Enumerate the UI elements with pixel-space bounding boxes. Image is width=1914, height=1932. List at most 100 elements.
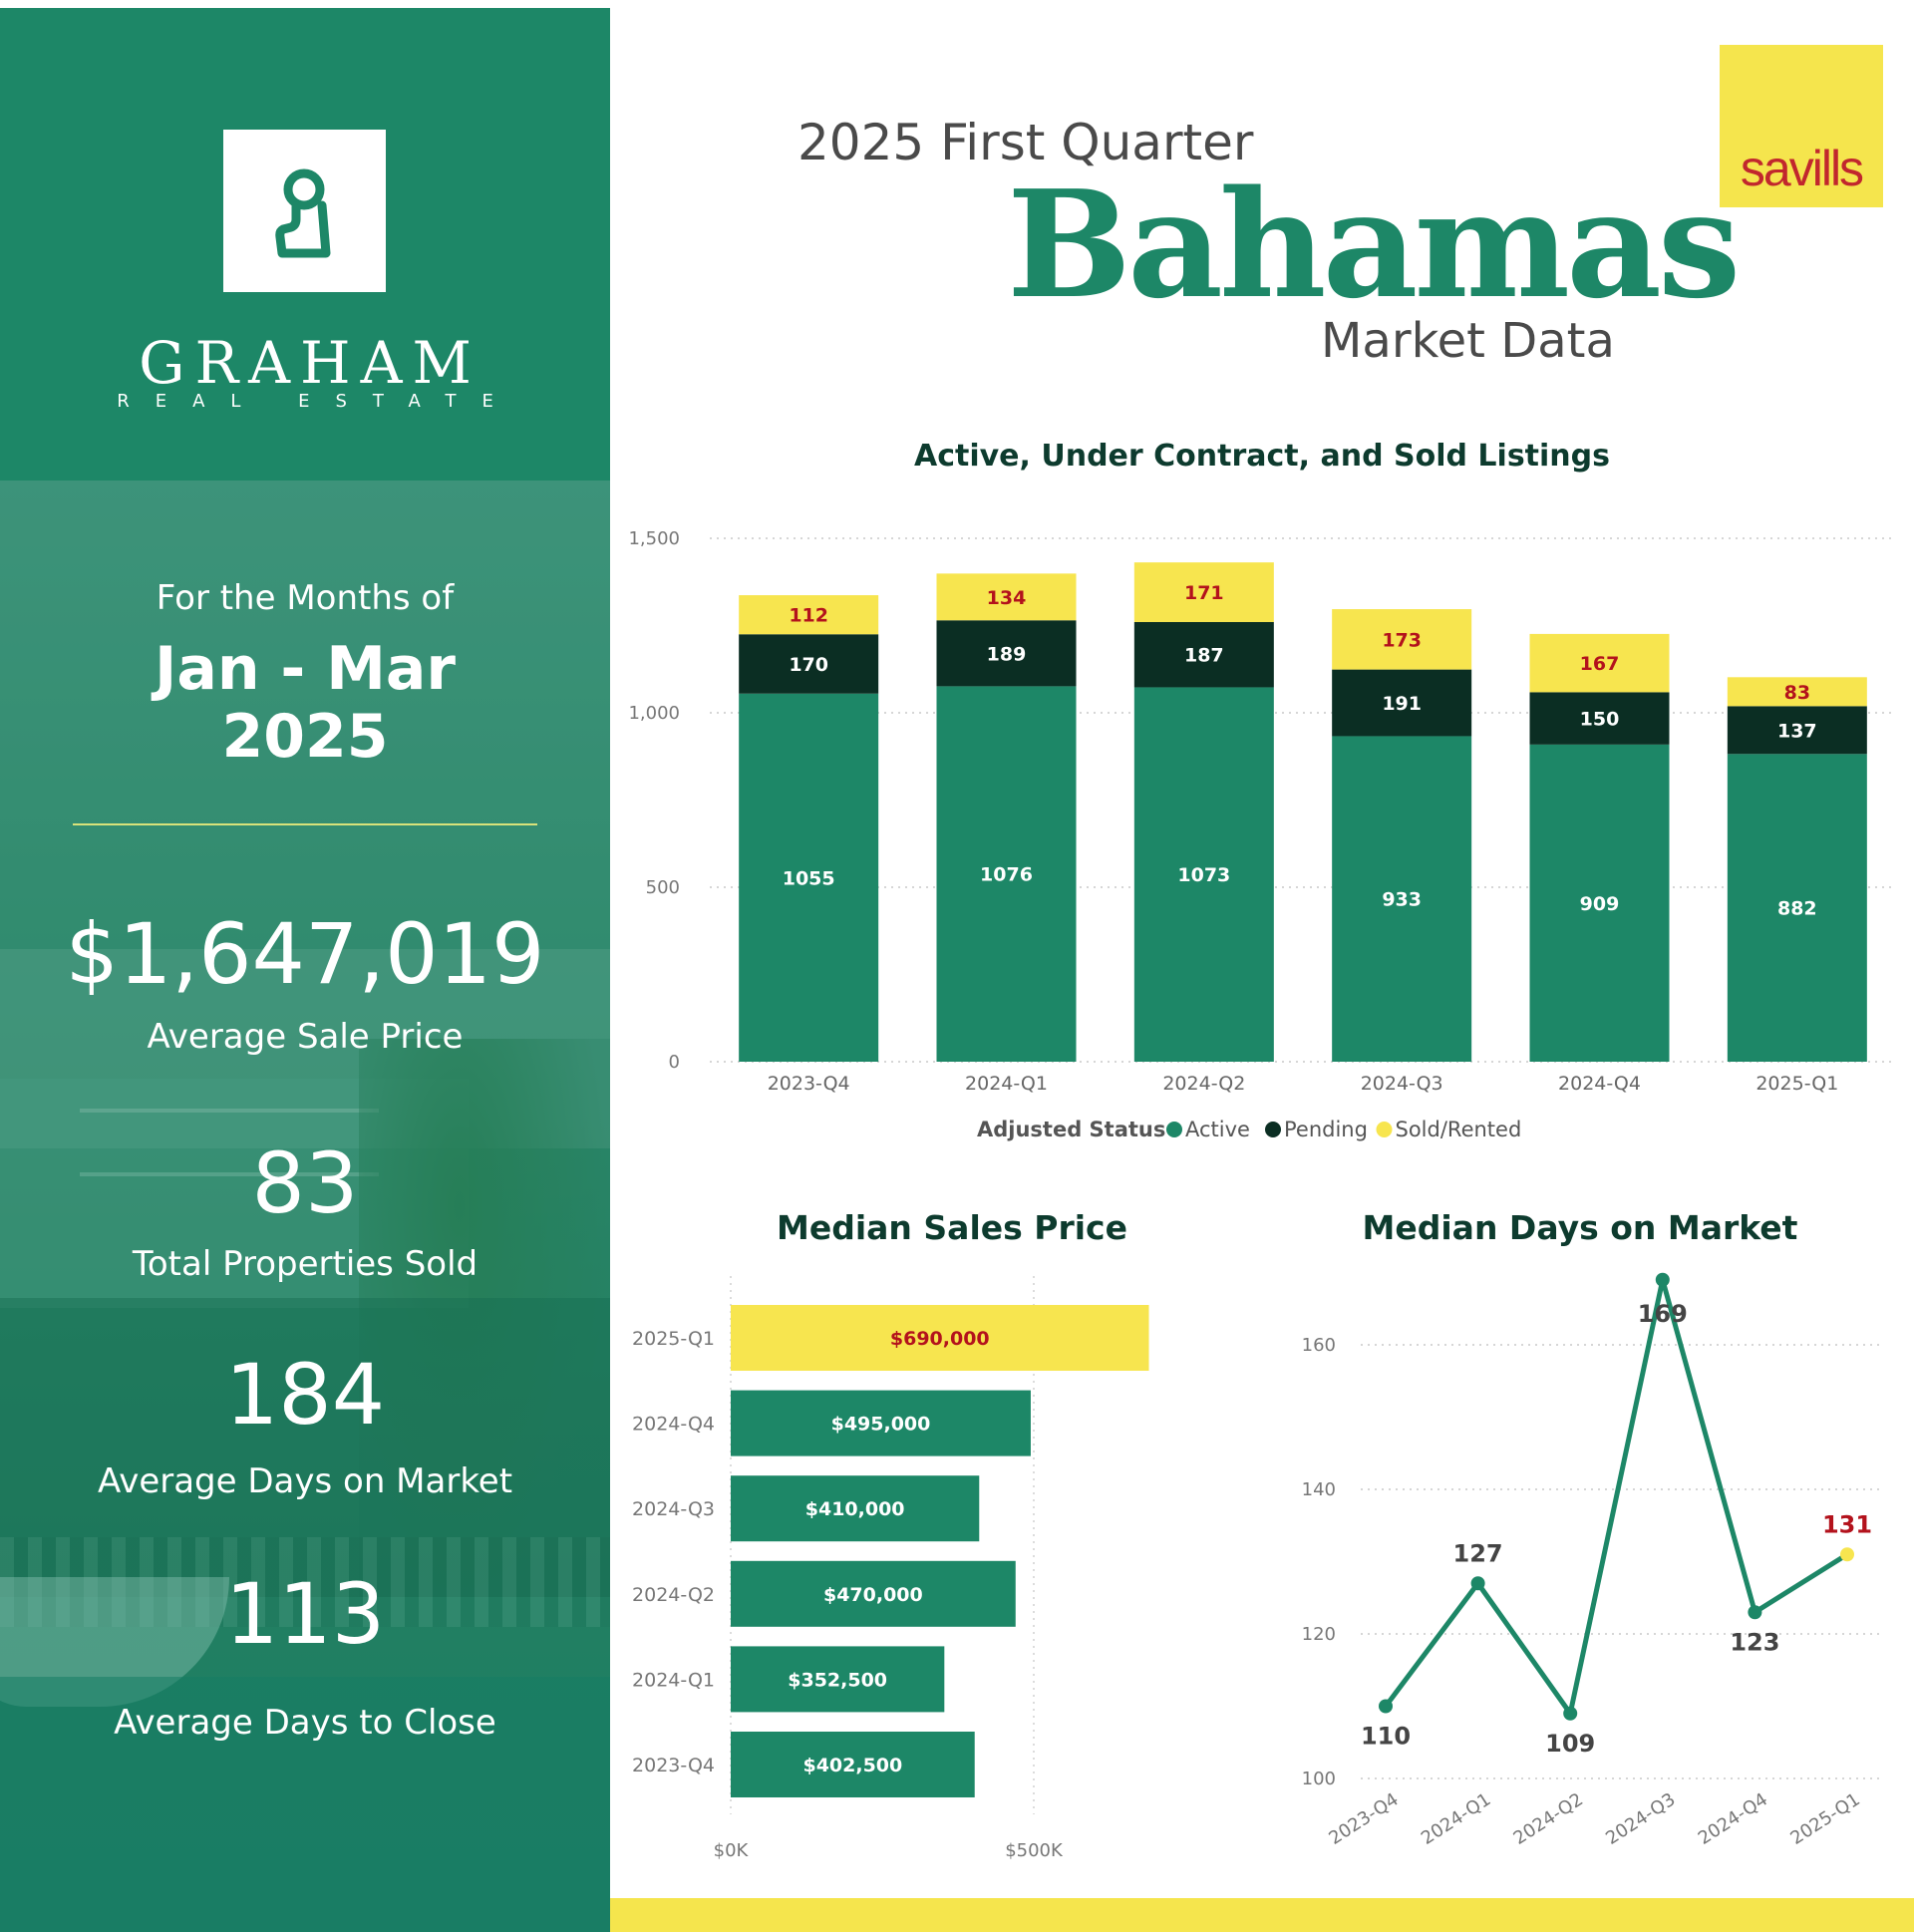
- stat-days-on-market-label: Average Days on Market: [97, 1461, 513, 1501]
- x-tick-label: 2023-Q4: [768, 1073, 850, 1095]
- data-label: 150: [1580, 709, 1620, 731]
- x-tick-label: 2024-Q4: [1558, 1073, 1641, 1095]
- bar: [731, 1560, 1016, 1627]
- stat-days-on-market-value: 184: [224, 1346, 386, 1444]
- water: [0, 1677, 610, 1932]
- x-tick-label: 2024-Q4: [1695, 1789, 1771, 1849]
- x-tick-label: $500K: [1005, 1840, 1064, 1861]
- data-label: 134: [987, 587, 1027, 609]
- bar-pending: [739, 634, 879, 694]
- data-label: 112: [789, 605, 828, 627]
- data-label: 131: [1822, 1510, 1872, 1538]
- y-tick-label: 1,000: [628, 703, 680, 724]
- series-line: [1384, 1277, 1849, 1717]
- data-label: 173: [1382, 629, 1422, 651]
- data-label: 1076: [980, 864, 1033, 886]
- x-tick-label: 2024-Q3: [1361, 1073, 1443, 1095]
- x-tick-label: $0K: [714, 1840, 750, 1861]
- bar-active: [1332, 736, 1472, 1062]
- y-tick-label: 2024-Q4: [632, 1414, 715, 1436]
- stat-total-sold-value: 83: [251, 1134, 359, 1232]
- data-label: 187: [1184, 645, 1224, 667]
- data-label: 83: [1784, 682, 1810, 704]
- y-tick-label: 160: [1302, 1335, 1336, 1356]
- savills-logo: savills: [1720, 45, 1883, 207]
- data-label: $402,500: [802, 1755, 902, 1776]
- x-tick-label: 2025-Q1: [1755, 1073, 1838, 1095]
- listings-stacked-bar-chart: 0 500 1,000 1,500 1055 170 112 2023-Q4 1076 189 13…: [628, 528, 1896, 1141]
- data-point: [1379, 1699, 1393, 1714]
- data-label: 909: [1580, 893, 1620, 915]
- background-photo: [0, 481, 610, 1932]
- legend-marker: [1376, 1122, 1393, 1137]
- dock: [0, 1537, 610, 1627]
- x-tick-label: 2024-Q3: [1602, 1789, 1679, 1849]
- data-point-highlight: [1840, 1547, 1854, 1562]
- keyhole-logo-icon: [223, 130, 386, 292]
- bar-active: [1133, 687, 1274, 1062]
- data-label: $495,000: [831, 1414, 931, 1436]
- bar-sold-rented: [936, 573, 1077, 621]
- legend-marker: [1265, 1122, 1281, 1137]
- data-label: $410,000: [805, 1498, 905, 1520]
- color-overlay: [0, 481, 610, 1932]
- data-point: [1655, 1272, 1670, 1287]
- median-price-bar-chart: $0K $500K 2025-Q1 $690,000 2024-Q4 $495,000 20…: [632, 1276, 1149, 1861]
- data-label: $690,000: [890, 1328, 990, 1350]
- data-label: 1073: [1177, 864, 1230, 886]
- data-label: 137: [1777, 720, 1817, 742]
- garden: [0, 1298, 610, 1597]
- data-label: 933: [1382, 889, 1422, 911]
- days-chart-title: Median Days on Market: [1362, 1208, 1798, 1247]
- data-label: 169: [1638, 1300, 1688, 1328]
- bar-active: [1529, 744, 1670, 1062]
- data-label: 882: [1777, 898, 1817, 920]
- x-tick-label: 2023-Q4: [1325, 1789, 1402, 1849]
- period-label: For the Months of: [156, 578, 455, 618]
- y-tick-label: 2024-Q1: [632, 1669, 715, 1691]
- legend-item: Sold/Rented: [1396, 1118, 1522, 1141]
- x-tick-label: 2024-Q2: [1162, 1073, 1245, 1095]
- price-chart-title: Median Sales Price: [777, 1208, 1127, 1247]
- data-label: 123: [1730, 1628, 1779, 1656]
- house-balcony: [80, 1109, 379, 1176]
- y-tick-label: 500: [646, 877, 680, 898]
- left-panel: GRAHAM REAL ESTATE For the Months of Jan…: [0, 8, 610, 1932]
- y-tick-label: 100: [1302, 1769, 1336, 1789]
- data-point: [1748, 1605, 1762, 1620]
- bar-active: [936, 686, 1077, 1062]
- bar-sold-rented: [1529, 633, 1670, 693]
- data-label: 1055: [783, 867, 835, 889]
- legend-title: Adjusted Status: [977, 1118, 1165, 1141]
- legend-item: Pending: [1284, 1118, 1368, 1141]
- data-label: 191: [1382, 693, 1422, 715]
- bar-sold-rented: [1332, 609, 1472, 670]
- bar-active: [739, 693, 879, 1062]
- bar-pending: [1727, 706, 1867, 755]
- listings-chart-title: Active, Under Contract, and Sold Listing…: [914, 439, 1610, 474]
- y-tick-label: 2025-Q1: [632, 1328, 715, 1350]
- stat-average-sale-price-label: Average Sale Price: [147, 1017, 464, 1057]
- data-label: 109: [1545, 1730, 1595, 1758]
- legend-marker: [1166, 1122, 1182, 1137]
- bar-pending: [1133, 622, 1274, 688]
- data-label: $470,000: [823, 1584, 923, 1606]
- palm-trees: [359, 1039, 610, 1597]
- y-tick-label: 1,500: [628, 528, 680, 549]
- legend-item: Active: [1185, 1118, 1250, 1141]
- quarter-heading: 2025 First Quarter: [798, 114, 1254, 171]
- bar-pending: [1529, 692, 1670, 745]
- y-tick-label: 2024-Q2: [632, 1584, 715, 1606]
- savills-logo-text: savills: [1740, 141, 1864, 196]
- y-tick-label: 120: [1302, 1624, 1336, 1645]
- data-label: 171: [1184, 582, 1224, 604]
- region-title: Bahamas: [1007, 158, 1741, 331]
- x-tick-label: 2025-Q1: [1786, 1789, 1863, 1849]
- period-months: Jan - Mar: [155, 634, 456, 704]
- bar: [731, 1732, 975, 1797]
- bar-pending: [1332, 669, 1472, 737]
- divider: [73, 823, 537, 825]
- data-label: 189: [987, 643, 1027, 665]
- brand-header: GRAHAM REAL ESTATE: [0, 8, 610, 481]
- bar-highlight: [731, 1305, 1149, 1371]
